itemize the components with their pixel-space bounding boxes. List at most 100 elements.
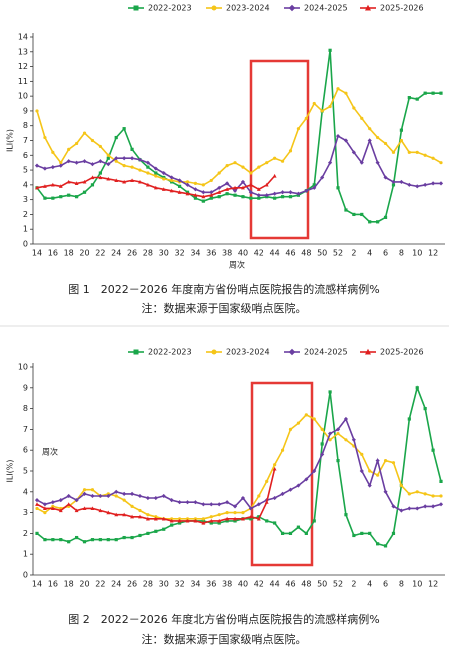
data-point [35, 506, 39, 511]
data-point [201, 199, 205, 203]
x-tick-label: 36 [206, 249, 216, 258]
legend-marker [365, 348, 371, 355]
highlight-box [249, 59, 310, 240]
data-point [58, 498, 63, 503]
data-point [162, 527, 166, 531]
data-point [209, 193, 214, 197]
data-point [193, 187, 198, 192]
data-point [90, 175, 95, 180]
data-point [415, 150, 419, 154]
data-point [328, 104, 332, 109]
data-point [82, 488, 87, 492]
data-point [399, 179, 404, 184]
data-point [106, 493, 111, 499]
data-point [241, 510, 245, 515]
data-point [407, 150, 411, 154]
data-point [35, 531, 39, 535]
data-point [201, 520, 206, 525]
data-point [59, 195, 63, 199]
data-point [431, 448, 435, 452]
data-point [407, 506, 412, 511]
data-point [122, 179, 127, 184]
data-point [129, 156, 135, 161]
y-tick-label: 8 [23, 121, 28, 130]
data-point [114, 512, 119, 517]
data-point [328, 160, 333, 165]
data-point [352, 106, 356, 110]
x-tick-label: 38 [222, 249, 232, 258]
data-point [75, 535, 79, 540]
data-point [304, 188, 309, 193]
data-point [51, 150, 55, 154]
data-point [304, 477, 309, 482]
data-point [209, 196, 213, 200]
data-point [273, 463, 277, 467]
data-point [233, 185, 237, 190]
x-tick-label: 52 [333, 580, 343, 589]
data-point [399, 508, 404, 513]
data-point [415, 97, 419, 101]
data-point [391, 504, 396, 509]
data-point [217, 513, 221, 517]
x-tick-label: 4 [367, 249, 372, 258]
data-point [90, 506, 95, 511]
data-point [233, 510, 237, 515]
data-point [391, 461, 396, 465]
x-tick-label: 10 [412, 580, 422, 589]
x-tick-label: 50 [317, 580, 327, 589]
data-point [336, 459, 340, 463]
y-tick-label: 12 [18, 62, 28, 71]
y-axis-label: ILI(%) [6, 129, 15, 152]
data-point [122, 164, 126, 168]
data-point [129, 491, 135, 496]
data-point [130, 535, 134, 540]
data-point [170, 523, 174, 527]
series-line [36, 468, 276, 524]
data-point [217, 171, 221, 175]
data-point [58, 508, 63, 513]
data-point [304, 116, 308, 120]
y-tick-label: 3 [23, 195, 28, 204]
data-point [209, 502, 214, 507]
data-point [90, 488, 95, 492]
data-point [376, 473, 380, 477]
data-point [161, 493, 166, 499]
data-point [360, 116, 364, 120]
data-point [130, 514, 134, 519]
data-point [43, 506, 47, 511]
data-point [256, 502, 261, 507]
data-point [43, 135, 47, 140]
data-point [66, 179, 71, 184]
data-point [146, 165, 150, 169]
data-point [90, 138, 95, 143]
y-tick-label: 6 [23, 446, 28, 455]
x-tick-label: 18 [64, 249, 74, 258]
x-tick-label: 34 [190, 580, 200, 589]
data-point [137, 493, 143, 499]
data-point [336, 431, 340, 436]
data-point [391, 183, 396, 187]
data-point [273, 196, 277, 200]
data-point [360, 212, 364, 217]
data-point [383, 459, 388, 463]
data-point [368, 127, 372, 131]
data-point [328, 431, 333, 436]
data-point [201, 190, 206, 195]
x-tick-label: 18 [64, 580, 74, 589]
data-point [161, 187, 166, 191]
data-point [265, 161, 269, 165]
data-point [351, 437, 356, 442]
y-tick-label: 1 [23, 225, 28, 234]
x-tick-label: 20 [79, 249, 89, 258]
y-tick-label: 2 [23, 210, 28, 219]
data-point [114, 135, 118, 140]
data-point [415, 184, 420, 189]
data-point [138, 179, 142, 184]
data-point [280, 531, 285, 535]
data-point [98, 144, 102, 149]
data-point [240, 495, 246, 501]
data-point [145, 516, 150, 521]
data-point [438, 181, 444, 186]
y-tick-label: 2 [23, 529, 28, 538]
